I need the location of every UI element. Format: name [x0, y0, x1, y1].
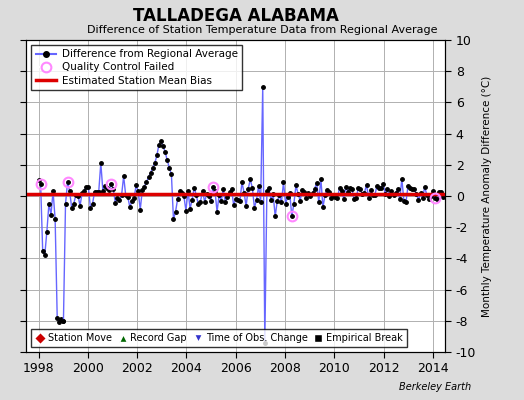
Text: Berkeley Earth: Berkeley Earth: [399, 382, 472, 392]
Title: TALLADEGA ALABAMA: TALLADEGA ALABAMA: [133, 6, 339, 24]
Y-axis label: Monthly Temperature Anomaly Difference (°C): Monthly Temperature Anomaly Difference (…: [482, 75, 492, 317]
Legend: Station Move, Record Gap, Time of Obs. Change, Empirical Break: Station Move, Record Gap, Time of Obs. C…: [31, 329, 407, 347]
Text: Difference of Station Temperature Data from Regional Average: Difference of Station Temperature Data f…: [87, 25, 437, 35]
